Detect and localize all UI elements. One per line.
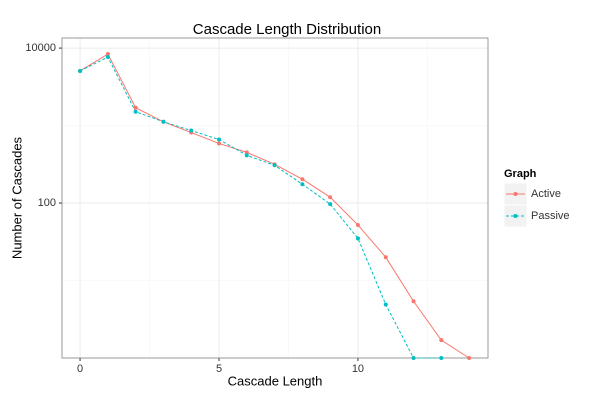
data-point xyxy=(439,338,444,343)
chart-title: Cascade Length Distribution xyxy=(193,21,381,38)
data-point xyxy=(467,356,472,360)
series-line xyxy=(79,56,442,359)
data-point xyxy=(411,299,416,304)
data-point xyxy=(133,109,138,114)
data-point xyxy=(272,163,277,168)
data-point xyxy=(328,202,333,207)
legend-title: Graph xyxy=(504,168,537,180)
y-tick-label: 10000 xyxy=(25,42,56,54)
x-tick-label: 5 xyxy=(216,363,222,375)
data-point xyxy=(300,177,305,182)
data-point xyxy=(355,236,360,241)
data-point xyxy=(300,182,305,187)
legend-label: Passive xyxy=(531,210,570,222)
x-axis-title: Cascade Length xyxy=(228,373,323,388)
data-point xyxy=(105,55,110,60)
data-point xyxy=(161,119,166,124)
legend-point xyxy=(513,214,518,218)
data-point xyxy=(355,223,360,228)
data-point xyxy=(383,255,388,260)
data-point xyxy=(78,68,83,73)
data-point xyxy=(411,356,416,360)
legend-point xyxy=(513,192,518,196)
data-point xyxy=(383,302,388,307)
data-point xyxy=(328,195,333,200)
data-point xyxy=(189,128,194,133)
data-point xyxy=(217,137,222,142)
data-point xyxy=(244,150,249,155)
data-point xyxy=(217,141,222,146)
data-point xyxy=(244,153,249,158)
y-tick-label: 100 xyxy=(38,197,56,209)
x-tick-label: 0 xyxy=(77,363,83,375)
x-tick-label: 10 xyxy=(352,363,364,375)
data-point xyxy=(133,105,138,110)
panel-background xyxy=(62,38,488,358)
legend-label: Active xyxy=(531,188,561,200)
data-point xyxy=(439,356,444,360)
panel-border xyxy=(61,37,489,359)
data-point xyxy=(105,52,110,57)
plot-panel xyxy=(62,38,488,358)
y-axis-title: Number of Cascades xyxy=(9,136,24,259)
